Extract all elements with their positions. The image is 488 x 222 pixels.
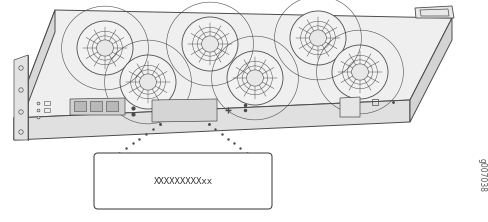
Ellipse shape [182, 17, 238, 71]
Ellipse shape [77, 21, 133, 75]
Ellipse shape [120, 55, 176, 109]
Polygon shape [340, 97, 360, 117]
Ellipse shape [246, 70, 264, 86]
Polygon shape [106, 101, 118, 111]
Polygon shape [415, 6, 454, 18]
Ellipse shape [97, 40, 113, 56]
Ellipse shape [351, 64, 368, 80]
Ellipse shape [227, 51, 283, 105]
Ellipse shape [290, 11, 346, 65]
Ellipse shape [309, 30, 326, 46]
Text: XXXXXXXXXxx: XXXXXXXXXxx [153, 176, 213, 186]
Ellipse shape [140, 74, 156, 90]
Polygon shape [14, 10, 55, 140]
Polygon shape [14, 55, 28, 140]
FancyBboxPatch shape [94, 153, 272, 209]
Ellipse shape [202, 36, 219, 52]
Polygon shape [14, 10, 452, 118]
Polygon shape [410, 18, 452, 122]
Polygon shape [90, 101, 102, 111]
Polygon shape [152, 99, 217, 122]
Polygon shape [14, 100, 410, 140]
Text: g007038: g007038 [477, 158, 487, 192]
Polygon shape [74, 101, 86, 111]
Polygon shape [70, 98, 125, 115]
Ellipse shape [332, 45, 388, 99]
